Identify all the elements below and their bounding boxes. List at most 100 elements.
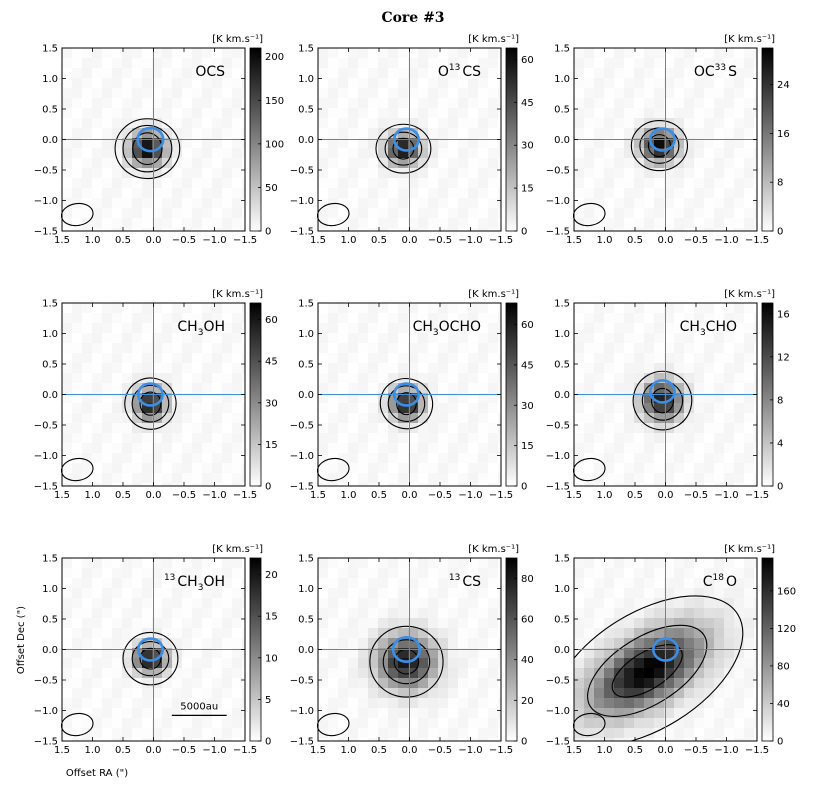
colorbar-tick-label: 20 (521, 696, 534, 707)
heatmap-cell (704, 343, 715, 354)
heatmap-cell (694, 558, 705, 569)
heatmap-cell (604, 628, 615, 639)
heatmap-cell (122, 473, 133, 484)
heatmap-cell (488, 168, 499, 179)
heatmap-cell (152, 138, 163, 149)
heatmap-cell (754, 68, 757, 79)
heatmap-cell (348, 393, 359, 404)
heatmap-cell (82, 588, 93, 599)
heatmap-cell (212, 628, 223, 639)
heatmap-cell (594, 463, 605, 474)
heatmap-cell (644, 323, 655, 334)
heatmap-cell (428, 698, 439, 709)
heatmap-cell (438, 598, 449, 609)
heatmap-cell (694, 638, 705, 649)
heatmap-cell (378, 423, 389, 434)
heatmap-cell (132, 463, 143, 474)
y-tick-label: 1.5 (42, 299, 58, 310)
heatmap-cell (488, 728, 499, 739)
heatmap-cell (212, 648, 223, 659)
heatmap-cell (172, 473, 183, 484)
heatmap-cell (574, 68, 585, 79)
heatmap-cell (368, 373, 379, 384)
heatmap-cell (684, 433, 695, 444)
heatmap-cell (182, 218, 193, 229)
heatmap-cell (488, 333, 499, 344)
heatmap-cell (408, 303, 419, 314)
heatmap-cell (368, 303, 379, 314)
heatmap-cell (438, 738, 449, 741)
heatmap-cell (478, 128, 489, 139)
heatmap-cell (604, 568, 615, 579)
heatmap-cell (624, 178, 635, 189)
molecule-label: OC33 S (694, 63, 737, 80)
heatmap-cell (674, 178, 685, 189)
heatmap-cell (664, 738, 675, 741)
heatmap-cell (388, 393, 399, 404)
heatmap-cell (674, 128, 685, 139)
heatmap-cell (328, 218, 339, 229)
heatmap-cell (328, 463, 339, 474)
y-tick-label: 0.0 (42, 135, 58, 146)
heatmap-cell (62, 333, 73, 344)
heatmap-cell (222, 228, 233, 231)
heatmap-cell (122, 218, 133, 229)
heatmap-cell (152, 558, 163, 569)
heatmap-cell (684, 588, 695, 599)
heatmap-cell (624, 423, 635, 434)
heatmap-cell (664, 313, 675, 324)
heatmap-cell (574, 453, 585, 464)
heatmap-cell (82, 58, 93, 69)
heatmap-cell (448, 353, 459, 364)
heatmap-cell (624, 728, 635, 739)
heatmap-cell (242, 668, 245, 679)
heatmap-cell (398, 218, 409, 229)
heatmap-cell (112, 648, 123, 659)
heatmap-cell (448, 383, 459, 394)
heatmap-cell (754, 648, 757, 659)
heatmap-cell (744, 738, 755, 741)
heatmap-cell (644, 718, 655, 729)
heatmap-cell (448, 453, 459, 464)
heatmap-cell (664, 138, 675, 149)
heatmap-cell (92, 413, 103, 424)
heatmap-cell (458, 658, 469, 669)
heatmap-cell (368, 158, 379, 169)
heatmap-cell (714, 148, 725, 159)
heatmap-cell (488, 393, 499, 404)
heatmap-cell (754, 628, 757, 639)
heatmap-cell (328, 98, 339, 109)
heatmap-cell (744, 698, 755, 709)
heatmap-cell (418, 708, 429, 719)
heatmap-cell (724, 383, 735, 394)
heatmap-cell (664, 228, 675, 231)
heatmap-cell (132, 688, 143, 699)
heatmap-cell (468, 688, 479, 699)
heatmap-cell (92, 108, 103, 119)
heatmap-cell (478, 353, 489, 364)
heatmap-cell (488, 178, 499, 189)
heatmap-cell (604, 178, 615, 189)
heatmap-cell (714, 88, 725, 99)
heatmap-cell (112, 323, 123, 334)
heatmap-cell (754, 48, 757, 59)
heatmap-cell (574, 78, 585, 89)
heatmap-cell (418, 148, 429, 159)
x-tick-label: 0.0 (146, 490, 162, 501)
heatmap-cell (222, 208, 233, 219)
heatmap-cell (122, 433, 133, 444)
heatmap-cell (428, 433, 439, 444)
heatmap-cell (348, 618, 359, 629)
heatmap-cell (654, 708, 665, 719)
colorbar-tick-label: 24 (777, 80, 790, 91)
panel-1: 1.51.51.01.00.50.50.00.0−0.5−0.5−1.0−1.0… (34, 34, 284, 246)
heatmap-cell (202, 413, 213, 424)
heatmap-cell (594, 433, 605, 444)
heatmap-cell (614, 128, 625, 139)
heatmap-cell (458, 88, 469, 99)
heatmap-cell (744, 158, 755, 169)
heatmap-cell (232, 558, 243, 569)
heatmap-cell (654, 568, 665, 579)
heatmap-cell (318, 118, 329, 129)
heatmap-cell (72, 48, 83, 59)
